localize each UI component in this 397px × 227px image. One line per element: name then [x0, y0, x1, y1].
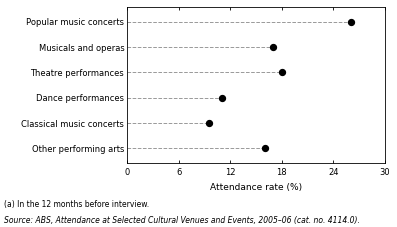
- Point: [347, 20, 354, 24]
- Point: [279, 71, 285, 74]
- Point: [218, 96, 225, 100]
- Point: [262, 146, 268, 150]
- Text: (a) In the 12 months before interview.: (a) In the 12 months before interview.: [4, 200, 149, 209]
- Point: [270, 45, 276, 49]
- X-axis label: Attendance rate (%): Attendance rate (%): [210, 183, 302, 192]
- Point: [206, 121, 212, 125]
- Text: Source: ABS, Attendance at Selected Cultural Venues and Events, 2005–06 (cat. no: Source: ABS, Attendance at Selected Cult…: [4, 216, 360, 225]
